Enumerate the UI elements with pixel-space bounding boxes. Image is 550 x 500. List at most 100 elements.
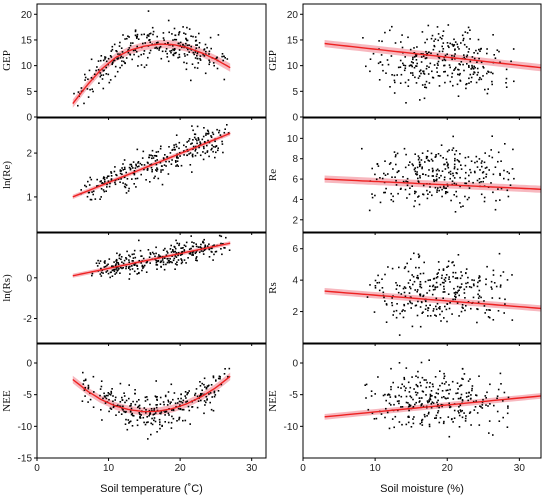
data-point — [419, 69, 422, 71]
data-point — [171, 149, 173, 151]
data-point — [461, 306, 464, 309]
data-point — [134, 30, 137, 33]
data-point — [164, 247, 166, 250]
data-point — [478, 280, 481, 282]
data-point — [452, 172, 454, 175]
data-point — [445, 397, 447, 400]
data-point — [443, 282, 445, 284]
data-point — [402, 62, 404, 65]
data-point — [481, 165, 483, 168]
y-tick-label: -2 — [23, 314, 32, 325]
data-point — [155, 259, 157, 262]
data-point — [431, 167, 434, 170]
data-point — [183, 250, 186, 252]
data-point — [511, 274, 513, 276]
data-point — [113, 170, 116, 173]
data-point — [459, 404, 462, 407]
data-point — [443, 291, 446, 293]
data-point — [206, 133, 209, 135]
data-point — [127, 190, 130, 192]
data-point — [413, 47, 415, 49]
data-point — [444, 70, 446, 73]
data-point — [484, 395, 487, 397]
data-point — [444, 277, 447, 279]
data-point — [491, 156, 494, 159]
data-point — [177, 56, 179, 59]
data-point — [170, 49, 173, 52]
data-point — [148, 35, 150, 37]
data-point — [497, 388, 500, 391]
data-point — [437, 64, 439, 66]
data-point — [194, 394, 196, 396]
data-point — [145, 412, 147, 414]
data-point — [496, 410, 499, 413]
data-point — [151, 157, 153, 160]
data-point — [478, 277, 480, 279]
data-point — [107, 394, 109, 397]
data-point — [427, 175, 430, 177]
data-point — [129, 255, 131, 258]
data-point — [499, 174, 501, 176]
data-point — [133, 172, 136, 175]
data-point — [492, 173, 495, 176]
data-point — [148, 52, 151, 54]
data-point — [163, 39, 165, 41]
data-point — [488, 316, 491, 319]
data-point — [423, 261, 425, 264]
data-point — [447, 45, 449, 47]
data-point — [391, 418, 394, 420]
data-point — [174, 402, 177, 405]
data-point — [456, 83, 459, 86]
data-point — [449, 170, 452, 173]
data-point — [215, 145, 217, 147]
data-point — [128, 259, 130, 261]
data-point — [469, 29, 471, 31]
data-point — [424, 280, 427, 283]
data-point — [153, 419, 155, 422]
data-point — [114, 399, 116, 401]
data-point — [144, 423, 147, 426]
data-point — [475, 49, 477, 52]
data-point — [121, 407, 123, 410]
data-point — [459, 80, 462, 82]
data-point — [471, 279, 473, 281]
data-point — [439, 283, 442, 286]
data-point — [105, 66, 107, 69]
data-point — [485, 176, 487, 178]
data-point — [154, 154, 156, 157]
data-point — [100, 196, 102, 198]
data-point — [108, 185, 111, 188]
data-point — [378, 79, 381, 81]
data-point — [125, 192, 128, 194]
data-point — [474, 161, 476, 164]
data-point — [137, 55, 140, 58]
data-point — [176, 164, 178, 166]
data-point — [151, 423, 154, 426]
data-point — [507, 405, 509, 407]
data-point — [117, 269, 119, 271]
data-point — [449, 388, 451, 391]
data-point — [423, 73, 426, 75]
data-point — [159, 412, 161, 415]
data-point — [405, 180, 407, 183]
data-point — [454, 159, 456, 162]
data-point — [419, 99, 421, 101]
data-point — [115, 267, 118, 269]
data-point — [111, 388, 113, 390]
data-point — [189, 253, 192, 255]
data-point — [185, 241, 188, 244]
data-point — [186, 154, 189, 156]
data-point — [143, 164, 146, 166]
data-point — [444, 54, 447, 57]
data-point — [135, 164, 137, 167]
data-point — [155, 169, 157, 171]
data-point — [380, 54, 383, 56]
data-point — [165, 410, 168, 413]
data-point — [458, 289, 460, 291]
data-point — [390, 404, 392, 406]
data-point — [422, 72, 425, 74]
data-point — [440, 403, 443, 406]
data-point — [391, 267, 394, 270]
data-point — [485, 309, 488, 311]
data-point — [445, 381, 447, 383]
